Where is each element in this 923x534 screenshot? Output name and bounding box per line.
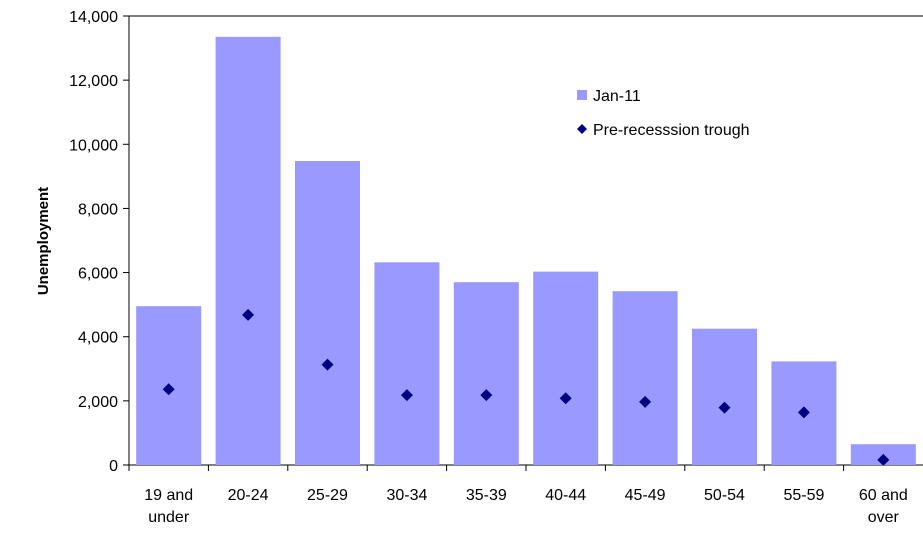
x-tick-label-40-44: 40-44 [545, 487, 586, 504]
x-tick-label-55-59: 55-59 [783, 487, 824, 504]
x-tick-label-60-and-over-line1: 60 and [859, 487, 908, 504]
y-tick-label-2-000: 2,000 [78, 394, 118, 411]
legend-label-pre-recession-trough: Pre-recesssion trough [593, 122, 750, 139]
marker-25-29 [321, 358, 334, 371]
legend-label-jan-11: Jan-11 [593, 88, 641, 105]
bar-35-39 [453, 282, 519, 465]
marker-19-and-under [162, 383, 175, 396]
y-tick-label-6-000: 6,000 [78, 266, 118, 283]
bar-25-29 [295, 161, 360, 465]
x-tick-label-35-39: 35-39 [466, 487, 507, 504]
x-tick-label-60-and-over-line2: over [868, 509, 900, 526]
marker-30-34 [400, 389, 413, 402]
y-axis-ticks: 0 2,000 4,000 6,000 8,000 10,000 12,000 14,000 [69, 9, 129, 475]
marker-40-44 [559, 392, 572, 405]
x-tick-label-50-54: 50-54 [704, 487, 745, 504]
markers-group [162, 308, 890, 466]
y-tick-label-8-000: 8,000 [78, 201, 118, 218]
marker-20-24 [242, 308, 255, 321]
bar-45-49 [612, 291, 678, 465]
x-tick-label-25-29: 25-29 [307, 487, 348, 504]
y-tick-label-0: 0 [109, 458, 118, 475]
y-tick-label-12-000: 12,000 [69, 73, 118, 90]
bar-50-54 [692, 328, 757, 465]
marker-45-49 [639, 395, 652, 408]
x-tick-label-30-34: 30-34 [386, 487, 427, 504]
marker-50-54 [718, 401, 731, 414]
bars-group [136, 36, 916, 466]
marker-60-and-over [877, 453, 890, 466]
plot-area: 02,0004,0006,0008,00010,00012,00014,000 … [69, 9, 923, 526]
marker-35-39 [480, 389, 493, 402]
legend-swatch-jan-11 [577, 90, 587, 100]
legend: Jan-11 Pre-recesssion trough [577, 88, 750, 139]
marker-55-59 [797, 406, 810, 419]
bar-20-24 [215, 36, 281, 466]
legend-marker-pre-recession-trough [577, 124, 587, 134]
x-axis-ticks: 19 and under 20-24 25-29 30-34 35-39 40-44 45-4… [128, 465, 908, 526]
y-tick-label-10-000: 10,000 [69, 137, 118, 154]
y-tick-label-4-000: 4,000 [78, 330, 118, 347]
x-tick-label-19-and-under-line1: 19 and [144, 487, 193, 504]
x-tick-label-45-49: 45-49 [625, 487, 666, 504]
x-tick-label-20-24: 20-24 [228, 487, 269, 504]
x-tick-label-19-and-under-line2: under [148, 509, 190, 526]
y-axis-title: Unemployment [35, 187, 52, 295]
bar-30-34 [374, 262, 440, 465]
y-tick-label-14-000: 14,000 [69, 9, 118, 26]
bar-40-44 [533, 271, 599, 465]
